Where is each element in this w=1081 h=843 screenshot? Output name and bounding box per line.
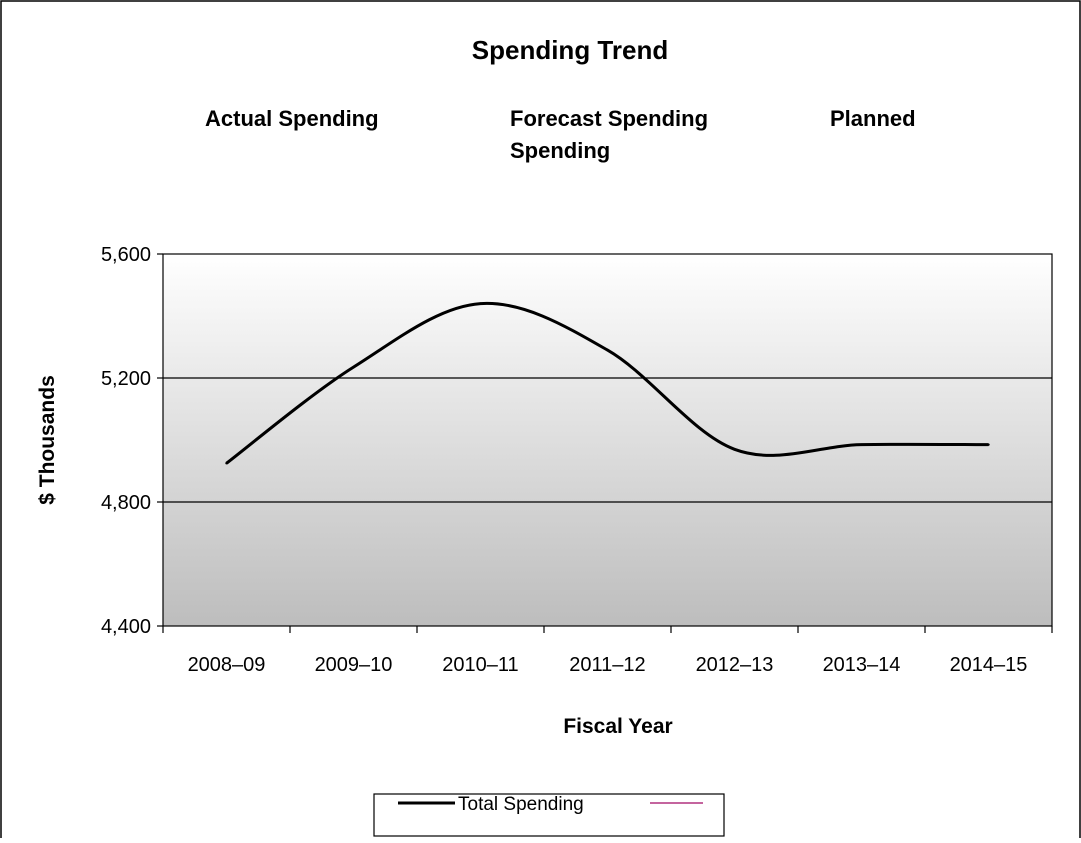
data-point	[606, 348, 609, 352]
y-tick-label: 5,200	[101, 368, 151, 390]
x-tick-label: 2012–13	[696, 654, 774, 676]
plot-area	[163, 254, 1052, 626]
phase-label-forecast: Forecast Spending	[510, 106, 708, 131]
x-tick-label: 2011–12	[569, 654, 645, 676]
x-tick-label: 2014–15	[950, 654, 1028, 676]
x-tick-label: 2008–09	[188, 654, 266, 676]
x-tick-label: 2010–11	[442, 654, 518, 676]
legend-box	[373, 793, 725, 837]
data-point	[987, 443, 990, 446]
phase-label-actual: Actual Spending	[205, 106, 379, 131]
phase-label-forecast-line2: Spending	[510, 138, 610, 163]
chart-title: Spending Trend	[472, 35, 668, 65]
gridlines	[163, 377, 1052, 503]
x-axis-title: Fiscal Year	[563, 715, 672, 738]
x-tick-label: 2013–14	[823, 654, 901, 676]
legend: Total Spending	[373, 793, 725, 837]
x-tick-label: 2009–10	[315, 654, 393, 676]
y-tick-label: 5,600	[101, 244, 151, 266]
data-point	[225, 462, 228, 465]
data-point	[479, 302, 482, 305]
data-point	[352, 365, 355, 369]
x-axis-ticks: 2008–09 2009–10 2010–11 2011–12 2012–13 2013–…	[162, 626, 1053, 676]
y-axis-ticks: 4,400 4,800 5,200 5,600	[101, 244, 163, 638]
y-tick-label: 4,400	[101, 616, 151, 638]
y-axis-title: $ Thousands	[36, 375, 59, 505]
phase-label-planned: Planned	[830, 106, 916, 131]
data-point	[733, 448, 736, 451]
y-tick-label: 4,800	[101, 492, 151, 514]
series-layer	[225, 301, 990, 465]
plot-border	[162, 253, 1053, 627]
data-point	[860, 443, 863, 446]
legend-label-total-spending: Total Spending	[458, 794, 584, 815]
